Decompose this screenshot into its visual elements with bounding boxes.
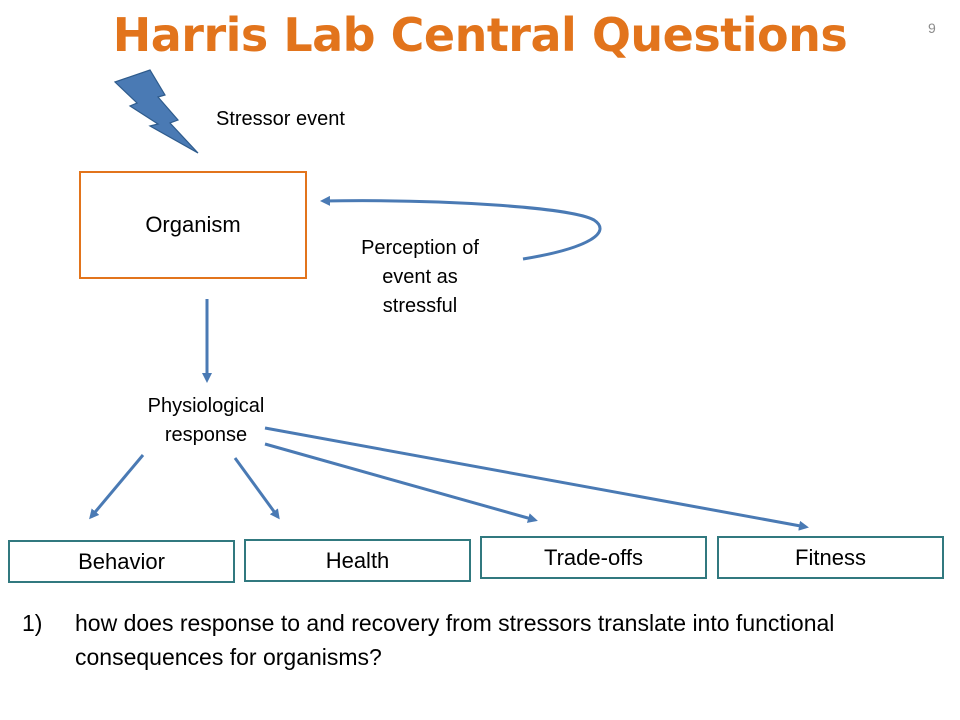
arrow-to-health (233, 457, 280, 520)
slide-title: Harris Lab Central Questions (112, 8, 848, 62)
physiological-response-label: Physiological response (125, 392, 287, 450)
perception-arrow (320, 195, 602, 261)
lightning-bolt-icon (113, 69, 199, 154)
tradeoffs-box: Trade-offs (480, 536, 707, 579)
behavior-box: Behavior (8, 540, 235, 583)
question-text: how does response to and recovery from s… (75, 610, 835, 670)
arrow-to-tradeoffs (264, 442, 538, 523)
organism-label: Organism (145, 212, 241, 237)
health-box: Health (244, 539, 471, 582)
arrow-to-behavior (89, 454, 145, 520)
slide-number: 9 (928, 20, 936, 36)
physiological-line: response (164, 424, 248, 446)
organism-box: Organism (79, 171, 307, 279)
tradeoffs-label: Trade-offs (543, 544, 644, 570)
fitness-label: Fitness (795, 544, 866, 570)
perception-label: Perception of event as stressful (340, 234, 500, 321)
perception-line: stressful (382, 295, 458, 317)
question-number: 1) (22, 610, 43, 636)
perception-line: Perception of (361, 237, 479, 259)
perception-line: event as (382, 266, 458, 288)
stressor-event-label: Stressor event (216, 108, 345, 130)
physiological-line: Physiological (147, 395, 265, 417)
arrow-to-fitness (264, 426, 809, 531)
fitness-box: Fitness (717, 536, 944, 579)
behavior-label: Behavior (78, 548, 165, 574)
health-label: Health (325, 547, 390, 573)
